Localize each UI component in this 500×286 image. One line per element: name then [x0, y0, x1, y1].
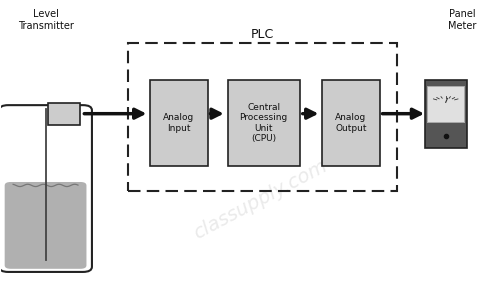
FancyBboxPatch shape — [48, 103, 80, 124]
Text: Central
Processing
Unit
(CPU): Central Processing Unit (CPU) — [240, 103, 288, 143]
FancyBboxPatch shape — [427, 86, 465, 122]
FancyBboxPatch shape — [322, 80, 380, 166]
Text: Level
Transmitter: Level Transmitter — [18, 9, 74, 31]
FancyBboxPatch shape — [424, 80, 467, 148]
Text: PLC: PLC — [251, 28, 274, 41]
Text: Analog
Output: Analog Output — [335, 113, 366, 133]
Text: Analog
Input: Analog Input — [164, 113, 194, 133]
Text: classupply.com: classupply.com — [190, 157, 330, 243]
FancyBboxPatch shape — [228, 80, 300, 166]
FancyBboxPatch shape — [4, 182, 86, 269]
FancyBboxPatch shape — [0, 105, 92, 272]
Text: Panel
Meter: Panel Meter — [448, 9, 476, 31]
FancyBboxPatch shape — [150, 80, 208, 166]
